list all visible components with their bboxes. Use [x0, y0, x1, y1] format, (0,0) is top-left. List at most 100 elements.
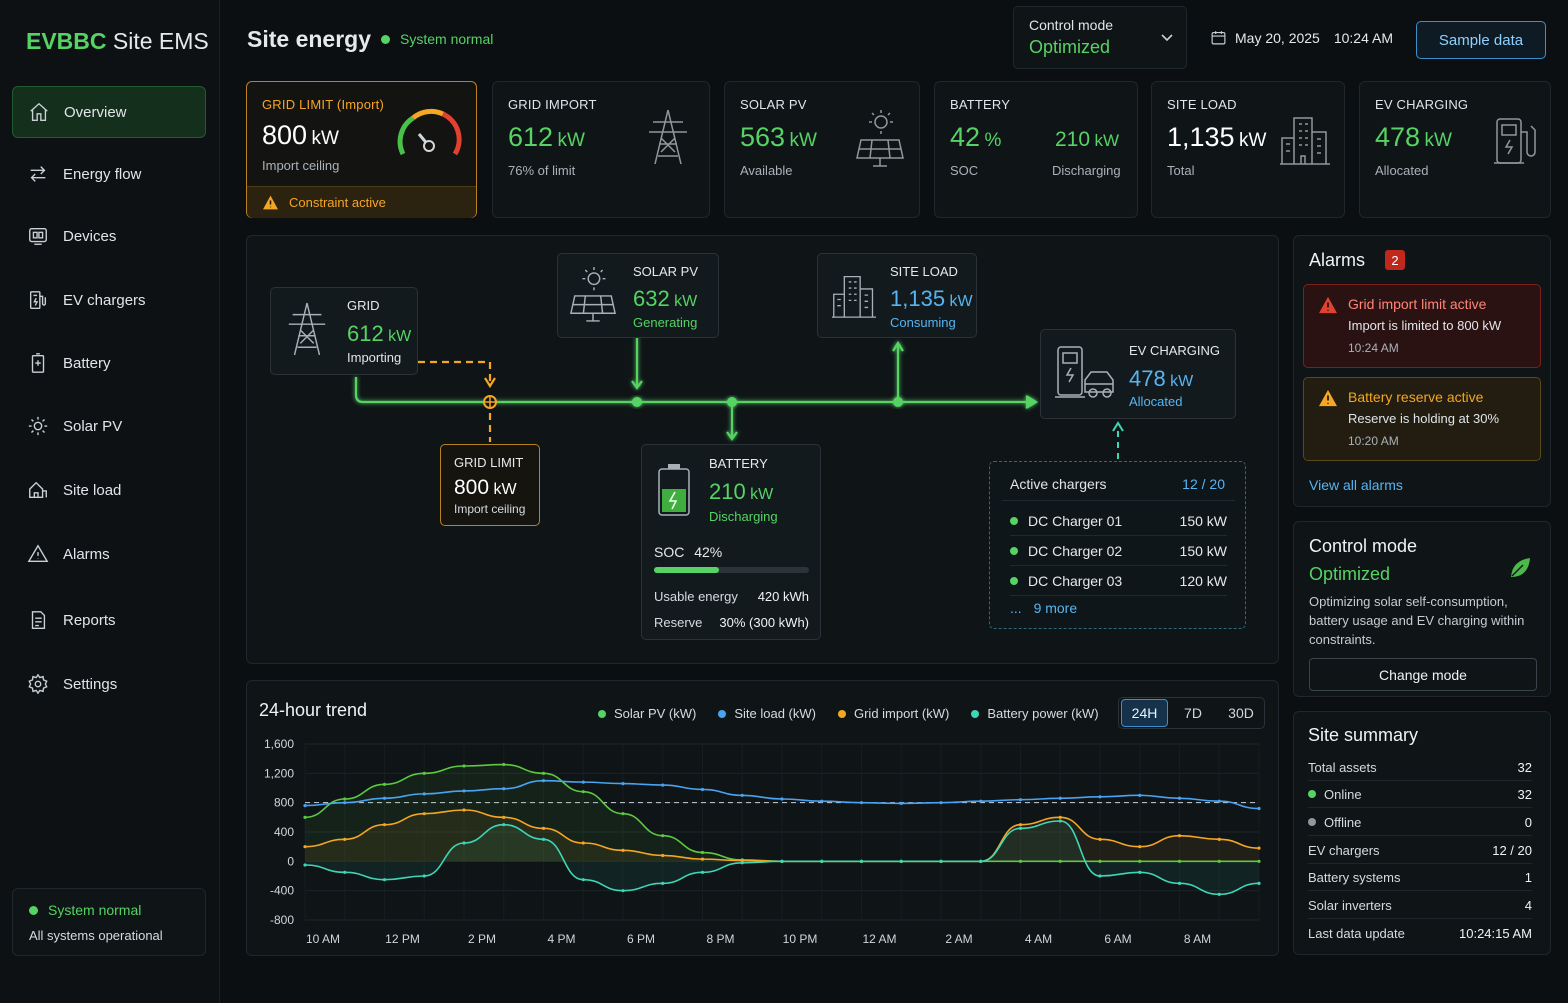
summary-row-total-assets: Total assets 32	[1308, 754, 1532, 781]
control-mode-label: Control mode	[1029, 17, 1114, 33]
chargers-title: Active chargers	[1010, 476, 1107, 492]
change-mode-button[interactable]: Change mode	[1309, 658, 1537, 691]
alarm-time: 10:24 AM	[1348, 341, 1399, 355]
nav-item-solar-pv[interactable]: Solar PV	[12, 400, 206, 452]
node-sub: Importing	[347, 350, 402, 365]
summary-label: EV chargers	[1308, 842, 1380, 858]
nav-item-ev-chargers[interactable]: EV chargers	[12, 274, 206, 326]
alarm-item-battery-reserve[interactable]: Battery reserve active Reserve is holdin…	[1303, 377, 1541, 461]
summary-row-ev-chargers: EV chargers 12 / 20	[1308, 837, 1532, 864]
y-tick-label: -800	[270, 913, 294, 927]
series-point	[581, 790, 585, 794]
sample-data-button[interactable]: Sample data	[1416, 21, 1546, 59]
charger-name: DC Charger 01	[1028, 512, 1123, 529]
kpi-value: 612	[508, 122, 554, 152]
y-tick-label: 1,200	[264, 766, 294, 780]
series-point	[343, 870, 347, 874]
soc-progress-fill	[654, 567, 720, 573]
node-sub: Allocated	[1129, 394, 1183, 409]
series-point	[541, 779, 546, 783]
legend-item-battery-power[interactable]: Battery power (kW)	[971, 706, 1099, 721]
charger-row[interactable]: DC Charger 01 150 kW	[1010, 506, 1227, 536]
range-7d-button[interactable]: 7D	[1184, 705, 1202, 721]
kpi-unit: kW	[557, 130, 585, 151]
kpi-card-grid-import[interactable]: GRID IMPORT 612 kW 76% of limit	[492, 81, 710, 218]
kpi-label: SOLAR PV	[740, 97, 807, 112]
x-tick-label: 6 AM	[1104, 932, 1131, 946]
kpi-card-ev-charging[interactable]: EV CHARGING 478 kW Allocated	[1359, 81, 1551, 218]
brand-logo: EVBBC Site EMS	[26, 28, 209, 55]
range-24h-button[interactable]: 24H	[1121, 699, 1168, 727]
node-unit: kW	[493, 481, 517, 498]
alarm-item-grid-limit[interactable]: Grid import limit active Import is limit…	[1303, 284, 1541, 368]
summary-row-online: Online 32	[1308, 781, 1532, 808]
legend-item-grid-import[interactable]: Grid import (kW)	[837, 706, 949, 721]
kpi-card-site-load[interactable]: SITE LOAD 1,135 kW Total	[1151, 81, 1345, 218]
kpi-card-grid-limit[interactable]: GRID LIMIT (Import) 800 kW Import ceilin…	[246, 81, 477, 218]
control-mode-select[interactable]: Control mode Optimized	[1013, 6, 1187, 69]
series-point	[422, 771, 426, 775]
kpi-card-solar[interactable]: SOLAR PV 563 kW Available	[724, 81, 920, 218]
x-tick-label: 2 PM	[468, 932, 496, 946]
alarm-time: 10:20 AM	[1348, 434, 1399, 448]
summary-label: Online	[1324, 786, 1362, 802]
flow-node-ev-charging[interactable]: EV CHARGING 478 kW Allocated	[1040, 329, 1236, 419]
flow-node-grid-limit[interactable]: GRID LIMIT 800 kW Import ceiling	[440, 444, 540, 526]
flow-node-solar[interactable]: SOLAR PV 632 kW Generating	[557, 253, 719, 338]
online-dot	[1010, 546, 1018, 555]
gauge-icon	[397, 108, 462, 156]
kpi-sub: Total	[1167, 163, 1195, 178]
series-point	[700, 857, 705, 861]
charger-row[interactable]: DC Charger 02 150 kW	[1010, 536, 1227, 566]
kpi-value-row: 800 kW	[262, 120, 339, 151]
flow-node-grid[interactable]: GRID 612 kW Importing	[270, 287, 418, 375]
building-icon	[1280, 117, 1330, 165]
series-point	[1098, 837, 1102, 841]
x-tick-label: 2 AM	[945, 932, 972, 946]
control-desc: Optimizing solar self-consumption, batte…	[1309, 594, 1525, 647]
charger-row[interactable]: DC Charger 03 120 kW	[1010, 566, 1227, 596]
series-point	[382, 878, 387, 882]
nav-item-energy-flow[interactable]: Energy flow	[12, 148, 206, 200]
kpi-unit2: kW	[1094, 131, 1120, 150]
nav-item-overview[interactable]: Overview	[12, 86, 206, 138]
y-tick-label: -400	[270, 884, 294, 898]
sidebar-status-box: System normal All systems operational	[12, 888, 206, 956]
alarm-desc: Import is limited to 800 kW	[1348, 318, 1502, 333]
nav-item-site-load[interactable]: Site load	[12, 464, 206, 516]
nav-item-reports[interactable]: Reports	[12, 594, 206, 646]
trend-chart: 1,600 1,200 800 400 0 -400 -800 10 AM 12 PM 2 PM 4…	[264, 737, 1261, 946]
view-all-alarms-link[interactable]: View all alarms	[1309, 477, 1403, 493]
nav-item-alarms[interactable]: Alarms	[12, 528, 206, 580]
usable-label: Usable energy	[654, 589, 738, 604]
more-chargers-link[interactable]: ... 9 more	[1010, 600, 1077, 616]
nav-item-settings[interactable]: Settings	[12, 658, 206, 710]
summary-row-battery-systems: Battery systems 1	[1308, 864, 1532, 891]
series-point	[1138, 870, 1142, 874]
series-point	[1018, 826, 1023, 830]
range-30d-button[interactable]: 30D	[1228, 705, 1254, 721]
series-point	[621, 812, 625, 816]
series-point	[700, 850, 705, 855]
flow-node-site-load[interactable]: SITE LOAD 1,135 kW Consuming	[817, 253, 977, 338]
energy-flow-diagram	[354, 337, 1124, 459]
node-value-row: 210 kW	[709, 479, 773, 505]
nav-label: Site load	[63, 481, 122, 499]
flow-node-battery[interactable]: BATTERY 210 kW Discharging SOC 42% Usabl…	[641, 444, 821, 640]
range-selector: 24H 7D 30D	[1118, 697, 1265, 729]
reserve-label: Reserve	[654, 615, 703, 630]
series-point	[1177, 796, 1182, 800]
alarms-title: Alarms	[1309, 250, 1366, 270]
kpi-label: GRID LIMIT (Import)	[262, 97, 385, 112]
series-point	[462, 764, 466, 768]
legend-item-solar[interactable]: Solar PV (kW)	[598, 706, 696, 721]
kpi-card-battery[interactable]: BATTERY 42 % SOC 210 kW Discharging	[934, 81, 1138, 218]
more-dots: ...	[1010, 600, 1022, 616]
summary-label: Last data update	[1308, 926, 1405, 941]
charger-name: DC Charger 02	[1028, 542, 1123, 559]
nav-item-battery[interactable]: Battery	[12, 337, 206, 389]
legend-item-site-load[interactable]: Site load (kW)	[718, 706, 816, 721]
nav-item-devices[interactable]: Devices	[12, 210, 206, 262]
control-title: Control mode	[1309, 536, 1418, 556]
y-tick-label: 400	[274, 825, 294, 839]
